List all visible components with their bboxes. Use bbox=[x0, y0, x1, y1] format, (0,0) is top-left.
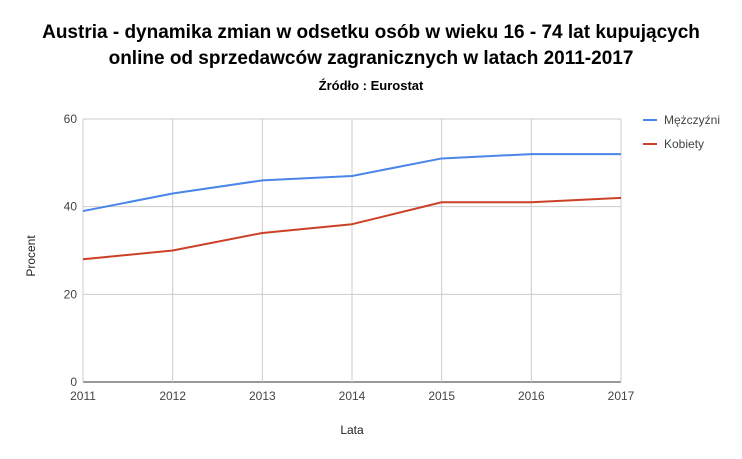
legend-label: Kobiety bbox=[664, 137, 704, 151]
data-point bbox=[81, 209, 85, 213]
data-point bbox=[440, 156, 444, 160]
data-point bbox=[260, 231, 264, 235]
y-tick-label: 20 bbox=[64, 287, 78, 301]
x-tick-label: 2012 bbox=[159, 389, 186, 403]
chart-title-line-1: Austria - dynamika zmian w odsetku osób … bbox=[42, 22, 700, 43]
chart-subtitle: Źródło : Eurostat bbox=[318, 78, 424, 93]
x-tick-label: 2013 bbox=[249, 389, 276, 403]
x-tick-label: 2015 bbox=[428, 389, 455, 403]
series-line-2 bbox=[82, 196, 622, 261]
x-tick-label: 2011 bbox=[70, 389, 96, 403]
data-point bbox=[529, 152, 533, 156]
x-tick-label: 2017 bbox=[608, 389, 635, 403]
data-point bbox=[529, 200, 533, 204]
data-point bbox=[619, 196, 623, 200]
data-point bbox=[171, 192, 175, 196]
x-tick-label: 2016 bbox=[518, 389, 545, 403]
data-point bbox=[619, 152, 623, 156]
data-point bbox=[260, 178, 264, 182]
data-point bbox=[350, 174, 354, 178]
series-line-1 bbox=[82, 153, 621, 213]
chart-title-line-2: online od sprzedawców zagranicznych w la… bbox=[108, 48, 634, 69]
data-point bbox=[171, 249, 175, 253]
x-axis-title: Lata bbox=[340, 423, 364, 437]
x-tick-label: 2014 bbox=[339, 389, 366, 403]
data-point bbox=[350, 222, 354, 226]
data-point bbox=[440, 200, 444, 204]
data-point bbox=[81, 257, 85, 261]
y-tick-label: 60 bbox=[64, 112, 78, 126]
y-tick-label: 40 bbox=[64, 200, 78, 214]
legend-label: Mężczyźni bbox=[664, 113, 720, 127]
y-tick-label: 0 bbox=[70, 375, 77, 389]
y-axis-title: Procent bbox=[24, 235, 38, 277]
